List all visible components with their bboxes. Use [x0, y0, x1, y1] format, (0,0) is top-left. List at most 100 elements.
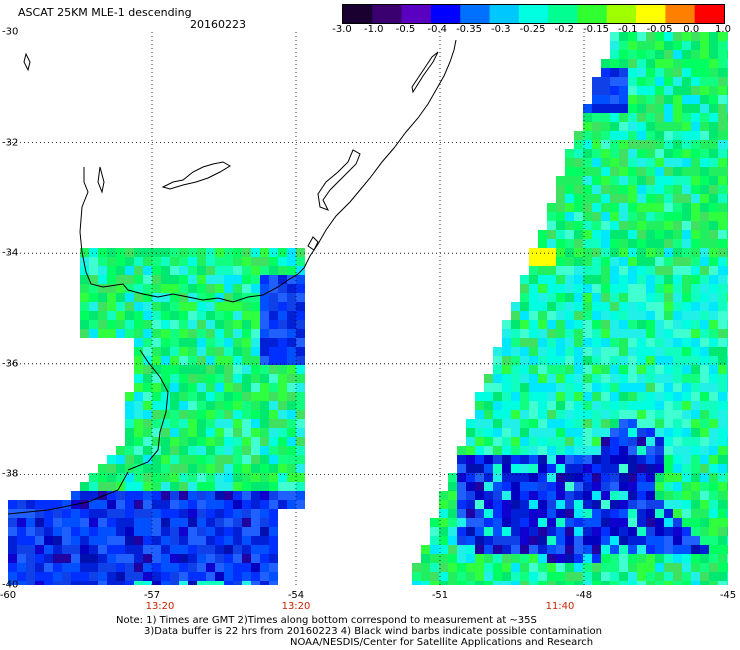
left-swath-cell	[134, 464, 143, 473]
right-swath-cell	[529, 527, 538, 536]
left-swath-cell	[242, 446, 251, 455]
left-swath-cell	[134, 338, 143, 347]
left-swath-cell	[206, 293, 215, 302]
left-swath-cell	[251, 293, 260, 302]
right-swath-cell	[664, 176, 673, 185]
right-swath-cell	[556, 392, 565, 401]
left-swath-cell	[188, 275, 197, 284]
right-swath-cell	[637, 59, 646, 68]
left-swath-cell	[197, 401, 206, 410]
right-swath-cell	[565, 527, 574, 536]
left-swath-cell	[206, 500, 215, 509]
right-swath-cell	[556, 275, 565, 284]
right-swath-cell	[637, 320, 646, 329]
right-swath-cell	[709, 203, 718, 212]
right-swath-cell	[700, 518, 709, 527]
right-swath-cell	[592, 374, 601, 383]
right-swath-cell	[673, 572, 682, 581]
left-swath-cell	[233, 374, 242, 383]
left-swath-cell	[161, 536, 170, 545]
right-swath-cell	[565, 221, 574, 230]
right-swath-cell	[664, 464, 673, 473]
left-swath-cell	[278, 356, 287, 365]
right-swath-cell	[727, 113, 728, 122]
right-swath-cell	[691, 230, 700, 239]
left-swath-cell	[251, 248, 260, 257]
left-swath-cell	[296, 257, 305, 266]
left-swath-cell	[152, 356, 161, 365]
left-swath-cell	[80, 293, 89, 302]
left-swath-cell	[125, 527, 134, 536]
right-swath-cell	[574, 239, 583, 248]
left-swath-cell	[206, 527, 215, 536]
left-swath-cell	[89, 509, 98, 518]
left-swath-cell	[251, 500, 260, 509]
right-swath-cell	[592, 563, 601, 572]
right-swath-cell	[628, 41, 637, 50]
left-swath-cell	[269, 410, 278, 419]
right-swath-cell	[655, 437, 664, 446]
right-swath-cell	[619, 464, 628, 473]
left-swath-cell	[296, 302, 305, 311]
right-swath-cell	[529, 293, 538, 302]
right-swath-cell	[700, 455, 709, 464]
right-swath-cell	[727, 167, 728, 176]
left-swath-cell	[215, 554, 224, 563]
left-swath-cell	[206, 401, 215, 410]
right-swath-cell	[601, 572, 610, 581]
right-swath-cell	[574, 167, 583, 176]
swath-time-label: 11:40	[545, 601, 575, 612]
left-swath-cell	[206, 248, 215, 257]
right-swath-cell	[619, 581, 628, 585]
right-swath-cell	[574, 572, 583, 581]
left-swath-cell	[44, 563, 53, 572]
left-swath-cell	[197, 266, 206, 275]
right-swath-cell	[646, 392, 655, 401]
right-swath-cell	[655, 482, 664, 491]
left-swath-cell	[143, 500, 152, 509]
left-swath-cell	[143, 581, 152, 585]
left-swath-cell	[53, 545, 62, 554]
right-swath-cell	[610, 59, 619, 68]
left-swath-cell	[224, 302, 233, 311]
right-swath-cell	[592, 536, 601, 545]
right-swath-cell	[718, 302, 727, 311]
right-swath-cell	[691, 212, 700, 221]
left-swath-cell	[26, 536, 35, 545]
right-swath-cell	[610, 149, 619, 158]
right-swath-cell	[583, 347, 592, 356]
right-swath-cell	[592, 77, 601, 86]
right-swath-cell	[520, 473, 529, 482]
right-swath-cell	[601, 536, 610, 545]
left-swath-cell	[134, 500, 143, 509]
left-swath-cell	[179, 545, 188, 554]
left-swath-cell	[188, 410, 197, 419]
right-swath-cell	[529, 572, 538, 581]
wind-map[interactable]	[8, 32, 728, 585]
color-scale-swatch	[489, 5, 520, 23]
right-swath-cell	[610, 446, 619, 455]
right-swath-cell	[673, 293, 682, 302]
right-swath-cell	[709, 437, 718, 446]
right-swath-cell	[655, 554, 664, 563]
right-swath-cell	[565, 338, 574, 347]
right-swath-cell	[619, 302, 628, 311]
right-swath-cell	[700, 131, 709, 140]
right-swath-cell	[574, 266, 583, 275]
right-swath-cell	[556, 293, 565, 302]
right-swath-cell	[583, 464, 592, 473]
right-swath-cell	[691, 527, 700, 536]
right-swath-cell	[565, 212, 574, 221]
right-swath-cell	[583, 410, 592, 419]
right-swath-cell	[637, 95, 646, 104]
right-swath-cell	[700, 509, 709, 518]
left-swath-cell	[296, 437, 305, 446]
left-swath-cell	[215, 383, 224, 392]
left-swath-cell	[215, 338, 224, 347]
right-swath-cell	[556, 320, 565, 329]
right-swath-cell	[664, 482, 673, 491]
right-swath-cell	[664, 131, 673, 140]
right-swath-cell	[457, 527, 466, 536]
right-swath-cell	[628, 185, 637, 194]
left-swath-cell	[269, 383, 278, 392]
